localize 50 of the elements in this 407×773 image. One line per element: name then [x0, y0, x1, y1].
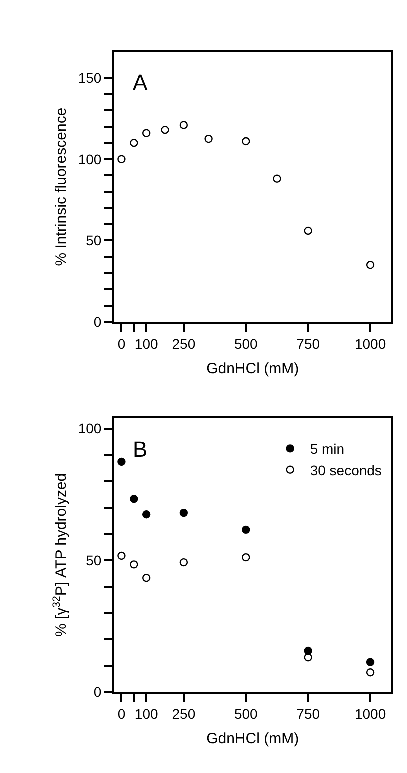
y-tick-label: 0 [94, 684, 102, 700]
point [180, 508, 188, 518]
point [161, 126, 170, 134]
point [304, 226, 312, 236]
point [130, 560, 138, 569]
point [118, 155, 126, 164]
point [366, 261, 375, 270]
point [180, 121, 188, 130]
legend-label: 30 seconds [310, 462, 382, 478]
x-tick-label: 1000 [354, 336, 386, 352]
x-tick-label: 750 [296, 706, 320, 722]
point [204, 134, 213, 144]
point [130, 139, 138, 148]
y-tick-label: 100 [78, 420, 102, 437]
y-tick-label: 150 [78, 70, 102, 86]
point [304, 654, 312, 662]
x-tick-label: 500 [234, 706, 258, 722]
x-axis-title: GdnHCl (mM) [206, 360, 300, 378]
y-tick-label: 50 [86, 552, 102, 568]
y-tick-label: 100 [78, 151, 102, 168]
point [142, 510, 151, 519]
point [142, 129, 151, 138]
point [242, 553, 250, 562]
x-tick-label: 1000 [354, 706, 386, 722]
point [366, 668, 375, 677]
y-axis-title: % Intrinsic fluorescence [53, 108, 70, 266]
point [304, 646, 312, 656]
x-tick-label: 250 [172, 706, 196, 722]
point [118, 552, 126, 560]
point [130, 495, 138, 504]
annotation: B [133, 437, 148, 462]
y-tick-label: 50 [86, 232, 102, 249]
x-tick-label: 250 [172, 336, 196, 352]
y-tick-label: 0 [94, 314, 102, 330]
legend-label: 5 min [310, 441, 345, 458]
point [366, 658, 375, 666]
point [180, 558, 188, 567]
annotation: A [133, 70, 148, 95]
x-tick-label: 500 [234, 336, 258, 352]
x-axis-title: GdnHCl (mM) [206, 730, 300, 748]
point [118, 458, 126, 466]
x-tick-label: 0 [118, 336, 126, 352]
point [142, 574, 151, 582]
x-tick-label: 100 [134, 706, 158, 722]
x-tick-label: 100 [134, 336, 158, 352]
point [242, 137, 250, 146]
point [242, 526, 250, 534]
point [273, 174, 282, 184]
x-tick-label: 0 [118, 706, 126, 722]
x-tick-label: 750 [296, 336, 320, 352]
